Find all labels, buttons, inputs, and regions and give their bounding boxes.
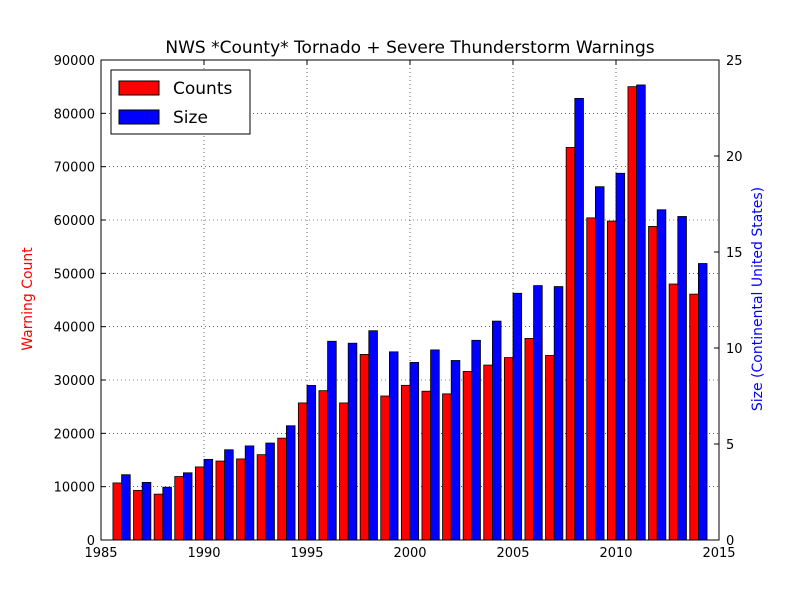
- bar-counts: [606, 220, 617, 541]
- legend-label: Counts: [173, 79, 232, 99]
- bar-size: [285, 425, 296, 541]
- y-tick-label-left: 0: [87, 534, 95, 549]
- y-ticks-left: 0 10000 20000 30000 40000 50000 60000 70000 8000…: [54, 54, 106, 549]
- bar-size: [327, 340, 337, 541]
- bar-counts: [524, 337, 534, 541]
- legend: Counts Size: [110, 69, 251, 135]
- bar-size: [121, 474, 131, 541]
- bar-counts: [236, 458, 246, 541]
- y-tick-label-left: 80000: [54, 107, 95, 122]
- y-tick-label-left: 70000: [54, 161, 95, 176]
- bar-size: [615, 172, 626, 541]
- bar-size: [636, 84, 646, 541]
- bar-size: [491, 320, 502, 541]
- y-axis-label-left: Warning Count: [20, 247, 36, 351]
- bar-counts: [339, 402, 349, 541]
- y-tick-label-left: 20000: [54, 427, 95, 442]
- bar-size: [388, 351, 399, 541]
- bar-counts: [483, 364, 493, 541]
- bar-size: [203, 458, 214, 541]
- bar-counts: [421, 390, 431, 541]
- bar-size: [450, 360, 461, 541]
- bar-counts: [153, 493, 164, 541]
- bar-counts: [256, 454, 267, 541]
- y-ticks-right: 0 5 10 15 20 25: [714, 54, 743, 549]
- y-axis-label-right: Size (Continental United States): [750, 187, 766, 411]
- bar-counts: [627, 86, 637, 541]
- bar-size: [182, 472, 193, 541]
- bar-counts: [318, 390, 328, 541]
- y-tick-label-left: 50000: [54, 267, 95, 282]
- bar-counts: [462, 371, 473, 541]
- bar-size: [162, 486, 172, 541]
- bar-counts: [215, 460, 225, 541]
- y-tick-label-left: 40000: [54, 321, 95, 336]
- bar-counts: [565, 147, 576, 541]
- bar-counts: [545, 355, 555, 541]
- bar-size: [265, 442, 275, 541]
- bar-counts: [359, 353, 370, 541]
- x-tick-label: 2000: [393, 546, 426, 561]
- bars: [112, 84, 708, 541]
- y-tick-label-left: 60000: [54, 214, 95, 229]
- bar-counts: [400, 384, 411, 541]
- bar-counts: [112, 482, 122, 541]
- y-tick-label-right: 25: [726, 54, 743, 69]
- bar-size: [141, 481, 152, 541]
- bar-size: [368, 330, 378, 541]
- bar-size: [409, 361, 420, 541]
- bar-size: [656, 209, 667, 541]
- bar-size: [306, 385, 317, 541]
- bar-size: [347, 342, 358, 541]
- x-tick-label: 1990: [187, 546, 220, 561]
- bar-counts: [277, 437, 287, 541]
- chart-title: NWS *County* Tornado + Severe Thundersto…: [165, 38, 654, 58]
- bar-size: [574, 98, 584, 541]
- bar-counts: [194, 466, 205, 541]
- y-tick-label-right: 0: [726, 534, 734, 549]
- bar-size: [244, 445, 255, 541]
- bar-counts: [380, 395, 390, 541]
- y-tick-label-left: 90000: [54, 54, 95, 69]
- bar-size: [698, 263, 708, 541]
- bar-counts: [133, 489, 143, 541]
- legend-swatch: [118, 80, 160, 96]
- legend-label: Size: [173, 108, 208, 128]
- y-tick-label-right: 15: [726, 246, 743, 261]
- legend-swatch: [118, 109, 160, 125]
- bar-counts: [586, 217, 596, 541]
- x-tick-label: 1985: [84, 546, 117, 561]
- y-tick-label-left: 10000: [54, 481, 95, 496]
- bar-size: [677, 216, 687, 541]
- x-tick-label: 2015: [702, 546, 735, 561]
- bar-counts: [648, 225, 658, 541]
- bar-size: [553, 286, 564, 541]
- y-tick-label-right: 20: [726, 150, 743, 165]
- bar-counts: [297, 402, 308, 541]
- x-ticks: 1985 1990 1995 2000 2005 2010 2015: [84, 60, 736, 561]
- y-tick-label-left: 30000: [54, 374, 95, 389]
- x-tick-label: 1995: [290, 546, 323, 561]
- bar-counts: [174, 476, 184, 541]
- bar-size: [533, 285, 543, 541]
- bar-size: [471, 339, 481, 541]
- bar-counts: [689, 293, 699, 541]
- y-tick-label-right: 5: [726, 438, 734, 453]
- bar-size: [224, 449, 234, 541]
- bar-counts: [668, 283, 679, 541]
- x-tick-label: 2005: [496, 546, 529, 561]
- bar-size: [512, 292, 523, 541]
- x-tick-label: 2010: [599, 546, 632, 561]
- bar-size: [595, 186, 605, 541]
- bar-counts: [442, 393, 452, 541]
- bar-size: [430, 349, 440, 541]
- y-tick-label-right: 10: [726, 342, 743, 357]
- bar-counts: [503, 357, 514, 541]
